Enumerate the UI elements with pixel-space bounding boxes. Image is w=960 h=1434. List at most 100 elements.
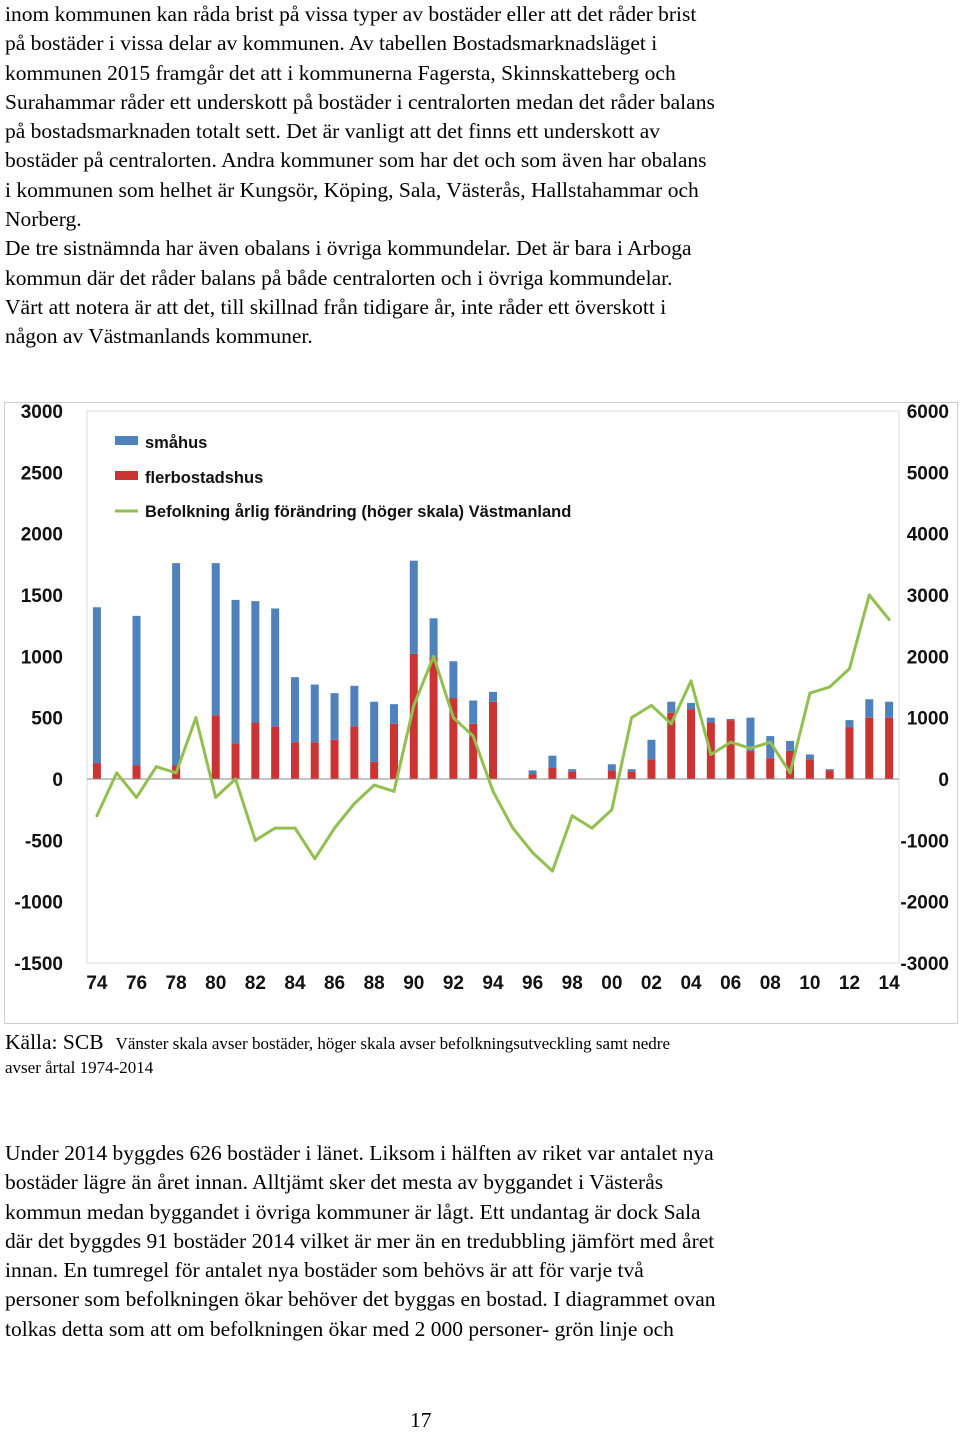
x-axis-ticks: 74 76 78 80 82 84 86 88 90 92 94 96 98 00 02 04 06 08 10 12…	[86, 973, 900, 994]
line-point-befolkning-2007	[748, 746, 752, 750]
line-point-befolkning-1978	[174, 771, 178, 775]
line-point-befolkning-1982	[253, 838, 257, 842]
bar-flerbostadshus-1980	[211, 715, 220, 779]
x-tick-label: 10	[799, 973, 820, 994]
text-line: kommun medan byggandet i övriga kommuner…	[5, 1199, 701, 1224]
line-point-befolkning-1977	[154, 765, 158, 769]
bar-flerbostadshus-2009	[786, 750, 795, 779]
bar-smahus-1996	[528, 770, 537, 775]
line-point-befolkning-1981	[234, 777, 238, 781]
line-point-befolkning-1986	[333, 826, 337, 830]
x-tick-label: 88	[364, 973, 385, 994]
bar-flerbostadshus-1990	[409, 653, 418, 779]
text-line: inom kommunen kan råda brist på vissa ty…	[5, 2, 697, 26]
bar-smahus-1980	[211, 563, 220, 716]
bar-smahus-2010	[805, 754, 814, 760]
line-point-befolkning-1991	[432, 654, 436, 658]
line-point-befolkning-1995	[511, 826, 515, 830]
bar-flerbostadshus-2010	[805, 759, 814, 779]
x-tick-label: 14	[879, 973, 901, 994]
bar-flerbostadshus-1988	[370, 761, 379, 779]
line-point-befolkning-1989	[392, 789, 396, 793]
left-tick-label: -500	[25, 831, 63, 852]
text-line: på bostäder i vissa delar av kommunen. A…	[5, 31, 658, 56]
line-point-befolkning-2009	[788, 771, 792, 775]
bar-flerbostadshus-2007	[746, 750, 755, 779]
legend-swatch-flerbostadshus	[115, 471, 138, 480]
text-line: Surahammar råder ett underskott på bostä…	[5, 89, 715, 114]
bar-smahus-1987	[350, 685, 359, 727]
bar-smahus-1990	[409, 560, 418, 654]
line-point-befolkning-2006	[729, 740, 733, 744]
line-point-befolkning-2008	[768, 740, 772, 744]
bar-flerbostadshus-1992	[449, 698, 458, 779]
bar-flerbostadshus-2006	[726, 720, 735, 779]
left-tick-label: 500	[31, 709, 63, 730]
left-tick-label: 3000	[21, 403, 63, 423]
x-tick-label: 90	[403, 973, 424, 994]
bar-flerbostadshus-2000	[607, 770, 616, 779]
bar-smahus-1984	[290, 677, 299, 743]
bar-smahus-1976	[132, 615, 141, 766]
line-point-befolkning-1998	[570, 814, 574, 818]
plot-area	[86, 410, 900, 964]
bar-smahus-1986	[330, 693, 339, 740]
bar-flerbostadshus-1976	[132, 765, 141, 779]
line-point-befolkning-1988	[372, 783, 376, 787]
bar-smahus-2007	[746, 717, 755, 751]
x-tick-label: 94	[482, 973, 504, 994]
text-line: tolkas detta som att om befolkningen öka…	[5, 1316, 674, 1341]
chart-caption: Källa: SCB Vänster skala avser bostäder,…	[5, 1030, 950, 1078]
line-point-befolkning-1984	[293, 826, 297, 830]
text-line: kommun där det råder balans på både cent…	[5, 265, 673, 290]
left-axis-ticks: 3000 2500 2000 1500 1000 500 0 -500 -1000 -1500	[14, 403, 63, 975]
bar-smahus-1993	[469, 700, 478, 724]
left-tick-label: 0	[52, 770, 63, 791]
text-line: innan. En tumregel för antalet nya bostä…	[5, 1258, 644, 1283]
bar-smahus-2009	[786, 740, 795, 751]
x-tick-label: 86	[324, 973, 345, 994]
legend-label-flerbostadshus: flerbostadshus	[145, 469, 263, 487]
line-point-befolkning-2005	[709, 752, 713, 756]
caption-source: Källa: SCB	[5, 1030, 104, 1054]
bar-smahus-1998	[568, 769, 577, 772]
bar-smahus-1988	[370, 701, 379, 762]
right-tick-label: -3000	[900, 954, 949, 975]
line-point-befolkning-2001	[630, 716, 634, 720]
left-tick-label: 2500	[21, 463, 63, 484]
line-point-befolkning-2002	[649, 703, 653, 707]
line-point-befolkning-1999	[590, 826, 594, 830]
x-tick-label: 76	[126, 973, 147, 994]
bar-smahus-2014	[885, 701, 894, 718]
bar-flerbostadshus-1987	[350, 726, 359, 779]
line-point-befolkning-2011	[828, 685, 832, 689]
x-tick-label: 06	[720, 973, 741, 994]
bar-smahus-1982	[251, 601, 260, 723]
bar-smahus-2011	[825, 769, 834, 771]
right-axis-ticks: 6000 5000 4000 3000 2000 1000 0 -1000 -2000 -3000	[900, 403, 949, 975]
bar-smahus-1997	[548, 755, 557, 768]
line-point-befolkning-2014	[887, 618, 891, 622]
bar-flerbostadshus-2003	[667, 712, 676, 779]
line-point-befolkning-1976	[135, 795, 139, 799]
bar-smahus-2008	[766, 736, 775, 759]
right-tick-label: 5000	[907, 463, 949, 484]
text-line: bostäder lägre än året innan. Alltjämt s…	[5, 1170, 664, 1195]
paragraph-top: inom kommunen kan råda brist på vissa ty…	[5, 0, 950, 352]
right-tick-label: 6000	[907, 403, 949, 423]
left-tick-label: 1000	[21, 647, 63, 668]
bar-flerbostadshus-2002	[647, 759, 656, 779]
bar-smahus-1992	[449, 661, 458, 699]
caption-note: Vänster skala avser bostäder, höger skal…	[115, 1034, 671, 1053]
text-line: Norberg.	[5, 207, 82, 232]
bar-smahus-1985	[310, 684, 319, 743]
right-tick-label: -2000	[900, 893, 949, 914]
bar-flerbostadshus-2004	[687, 709, 696, 779]
bar-flerbostadshus-1985	[310, 742, 319, 779]
line-point-befolkning-1974	[95, 814, 99, 818]
bar-flerbostadshus-2001	[627, 771, 636, 779]
text-line: bostäder på centralorten. Andra kommuner…	[5, 148, 707, 173]
page-number: 17	[410, 1408, 432, 1432]
line-point-befolkning-1980	[214, 795, 218, 799]
right-tick-label: 2000	[907, 647, 949, 668]
